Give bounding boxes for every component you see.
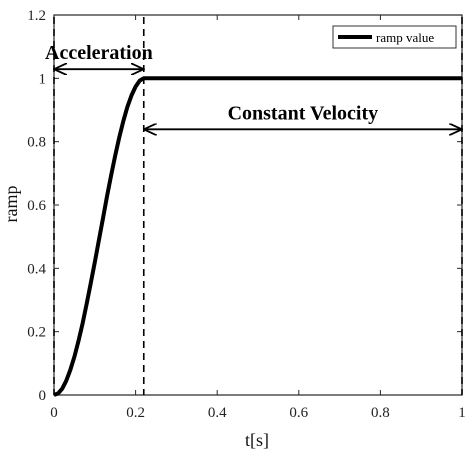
series-line-0	[53, 76, 462, 397]
y-axis-label: ramp	[1, 186, 21, 223]
x-tick-label: 0	[50, 405, 58, 421]
annotations-group: Acceleration Constant Velocity	[45, 42, 461, 129]
y-tick-label: 1.2	[27, 8, 46, 24]
legend-box	[332, 25, 457, 49]
x-tick-label: 0.4	[208, 405, 227, 421]
plot-area	[53, 14, 463, 396]
legend-label-ramp-value: ramp value	[376, 30, 434, 45]
y-tick-label: 0	[39, 388, 47, 404]
y-tick-label: 0.6	[27, 198, 46, 214]
x-axis-label: t[s]	[245, 430, 269, 450]
x-tick-label: 0.8	[371, 405, 390, 421]
legend: ramp value	[332, 25, 457, 49]
y-tick-label: 0.2	[27, 325, 46, 341]
x-tick-label: 0.6	[289, 405, 308, 421]
y-tick-label: 0.4	[27, 261, 46, 277]
x-tick-label: 0.2	[126, 405, 145, 421]
phase-divider-lines	[53, 17, 463, 395]
series-group	[53, 76, 462, 397]
y-tick-label: 0.8	[27, 135, 46, 151]
annotation-label: Constant Velocity	[228, 102, 379, 124]
y-tick-label: 1	[39, 71, 47, 87]
x-axis-ticks: 0 0.2 0.4 0.6 0.8 1	[50, 15, 466, 421]
y-axis-ticks: 0 0.2 0.4 0.6 0.8 1 1.2	[27, 8, 462, 404]
x-tick-label: 1	[458, 405, 466, 421]
annotation-label: Acceleration	[45, 42, 153, 64]
